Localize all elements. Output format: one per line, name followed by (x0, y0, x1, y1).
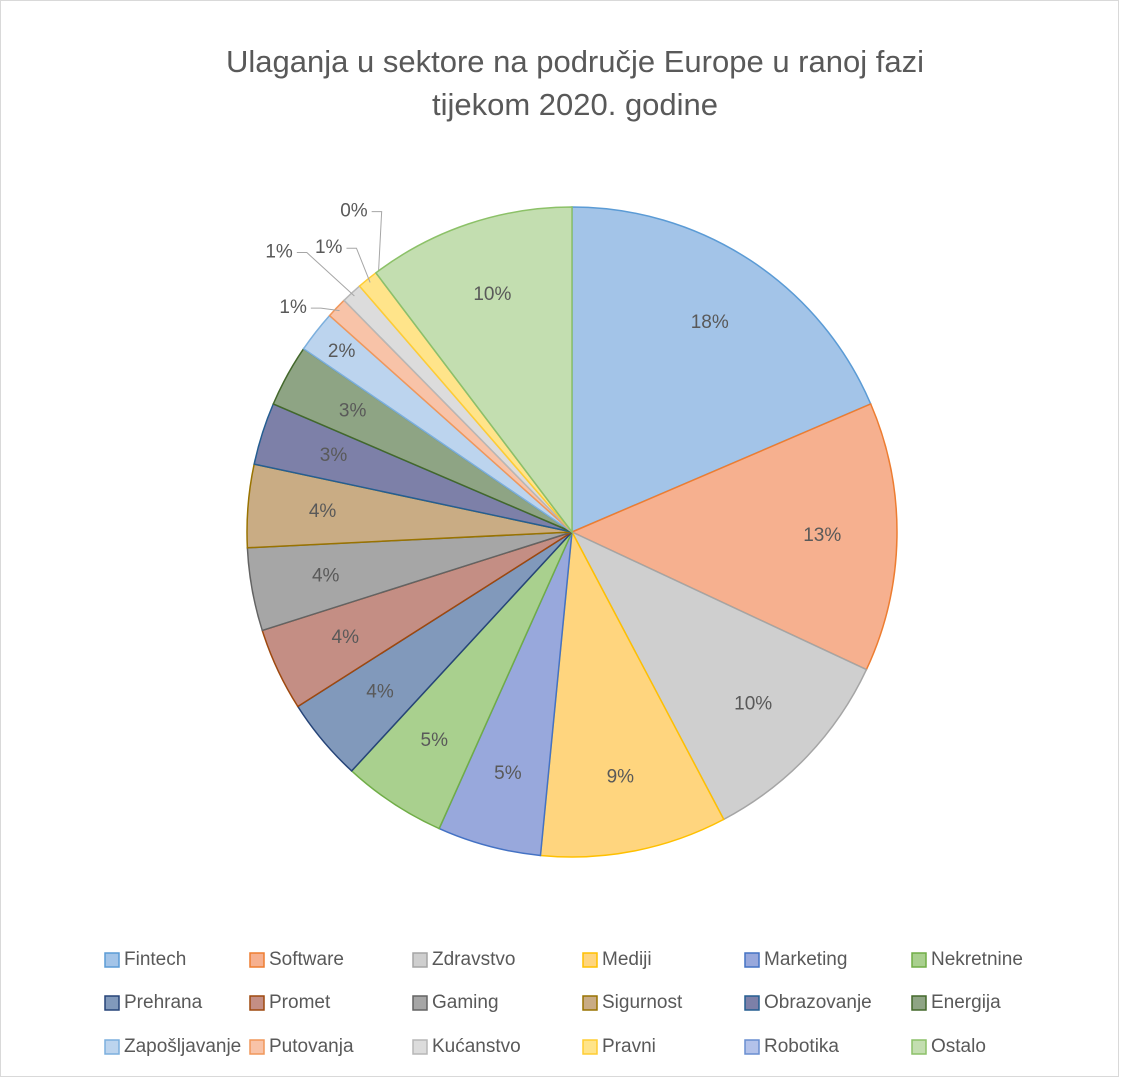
legend-swatch (104, 995, 120, 1011)
legend-label: Mediji (602, 949, 652, 970)
legend-label: Prehrana (124, 992, 203, 1013)
data-label: 3% (320, 445, 348, 466)
legend-swatch (104, 1039, 120, 1055)
leader-line (346, 247, 371, 283)
pie-slice (570, 530, 868, 821)
legend-swatch (582, 1039, 598, 1055)
legend-label: Energija (931, 992, 1001, 1013)
legend-label: Kućanstvo (432, 1036, 521, 1057)
legend-label: Promet (269, 992, 331, 1013)
legend-swatch (249, 952, 265, 968)
legend-label: Marketing (764, 949, 847, 970)
pie-slice (374, 206, 573, 535)
data-label: 9% (607, 767, 635, 788)
legend-label: Software (269, 949, 344, 970)
legend-label: Fintech (124, 949, 186, 970)
data-label: 1% (265, 242, 293, 263)
chart-title: Ulaganja u sektore na područje Europe u … (226, 44, 924, 79)
data-label: 5% (421, 730, 449, 751)
legend-swatch (412, 1039, 428, 1055)
leader-line (296, 252, 355, 297)
legend-label: Obrazovanje (764, 992, 872, 1013)
legend-swatch (582, 952, 598, 968)
data-label: 4% (332, 627, 360, 648)
legend-label: Ostalo (931, 1036, 986, 1057)
legend-label: Putovanja (269, 1036, 354, 1057)
legend-label: Zdravstvo (432, 949, 515, 970)
data-label: 3% (339, 401, 367, 422)
data-label: 5% (494, 763, 522, 784)
legend-swatch (744, 995, 760, 1011)
data-label: 10% (734, 694, 772, 715)
data-label: 18% (691, 312, 729, 333)
data-label: 1% (279, 297, 307, 318)
pie-slice (539, 529, 725, 858)
data-label: 10% (473, 284, 511, 305)
data-label: 2% (328, 341, 356, 362)
leader-line (371, 211, 383, 277)
data-label: 0% (340, 201, 368, 222)
legend-swatch (744, 1039, 760, 1055)
legend-swatch (104, 952, 120, 968)
legend-swatch (911, 1039, 927, 1055)
leader-line (310, 307, 340, 312)
data-label: 4% (312, 565, 340, 586)
legend-label: Zapošljavanje (124, 1036, 241, 1057)
legend-swatch (249, 1039, 265, 1055)
legend-label: Gaming (432, 992, 499, 1013)
data-label: 1% (315, 237, 343, 258)
legend-label: Robotika (764, 1036, 839, 1057)
chart-title: tijekom 2020. godine (432, 87, 718, 122)
legend-label: Sigurnost (602, 992, 683, 1013)
legend-swatch (744, 952, 760, 968)
legend-swatch (412, 995, 428, 1011)
legend-label: Pravni (602, 1036, 656, 1057)
legend-swatch (412, 952, 428, 968)
data-label: 4% (309, 501, 337, 522)
pie-slice (570, 403, 898, 671)
legend-swatch (249, 995, 265, 1011)
data-label: 13% (803, 525, 841, 546)
legend-swatch (911, 995, 927, 1011)
pie-slice (571, 206, 872, 534)
legend-swatch (911, 952, 927, 968)
legend-label: Nekretnine (931, 949, 1023, 970)
data-label: 4% (366, 682, 394, 703)
legend-swatch (582, 995, 598, 1011)
